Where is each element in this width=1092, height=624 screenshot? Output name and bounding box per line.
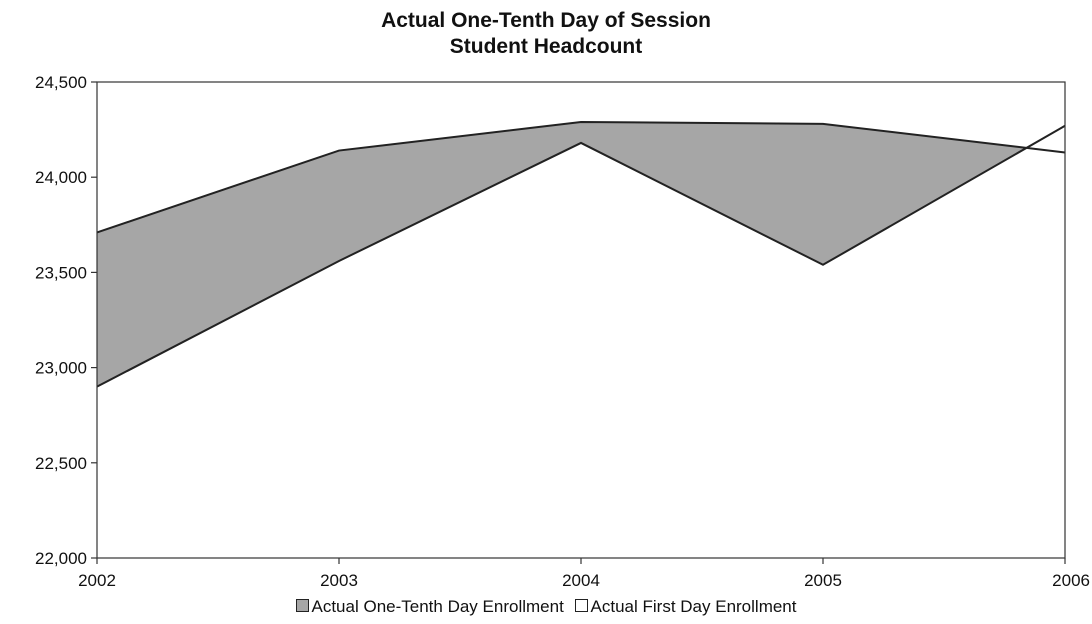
x-tick-label: 2003 (320, 571, 358, 590)
chart-title-line-1: Actual One-Tenth Day of Session (381, 9, 711, 32)
legend: Actual One-Tenth Day Enrollment Actual F… (0, 597, 1092, 617)
line-one-tenth-day-enrollment (96, 120, 1066, 234)
x-tick-label: 2005 (804, 571, 842, 590)
area-first-day-enrollment (97, 125, 1065, 559)
series-layer (96, 120, 1066, 559)
y-tick-label: 23,500 (35, 263, 87, 282)
label-layer: 22,000 22,500 23,000 23,500 24,000 24,500 2002… (35, 73, 1090, 590)
legend-label: Actual First Day Enrollment (590, 597, 797, 616)
legend-item-one-tenth: Actual One-Tenth Day Enrollment (295, 597, 564, 617)
legend-swatch-icon (574, 599, 588, 613)
x-tick-label: 2006 (1052, 571, 1090, 590)
chart-title: Actual One-Tenth Day of Session Student … (0, 8, 1092, 60)
y-tick-label: 24,000 (35, 168, 87, 187)
chart-title-line-2: Student Headcount (449, 35, 643, 58)
y-tick-label: 24,500 (35, 73, 87, 92)
y-tick-label: 23,000 (35, 359, 87, 378)
x-tick-label: 2002 (78, 571, 116, 590)
axis-layer (91, 81, 1066, 564)
line-first-day-enrollment (96, 124, 1066, 388)
legend-item-first-day: Actual First Day Enrollment (574, 597, 797, 617)
y-tick-label: 22,000 (35, 549, 87, 568)
legend-label: Actual One-Tenth Day Enrollment (311, 597, 564, 616)
y-tick-label: 22,500 (35, 454, 87, 473)
legend-swatch-icon (295, 599, 309, 613)
x-tick-label: 2004 (562, 571, 600, 590)
